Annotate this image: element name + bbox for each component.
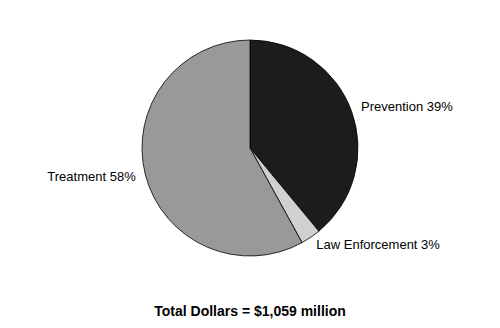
chart: Prevention 39% Law Enforcement 3% Treatmen… — [0, 0, 500, 328]
pie-slice — [142, 40, 302, 256]
footer: Total Dollars = $1,059 million — [154, 303, 346, 319]
slice-labels: Prevention 39% Law Enforcement 3% Treatmen… — [47, 99, 453, 252]
chart-container: Prevention 39% Law Enforcement 3% Treatmen… — [0, 0, 500, 328]
slices — [142, 40, 358, 256]
slice-label: Treatment 58% — [47, 169, 136, 184]
slice-label: Law Enforcement 3% — [316, 237, 440, 252]
slice-label: Prevention 39% — [361, 99, 453, 114]
